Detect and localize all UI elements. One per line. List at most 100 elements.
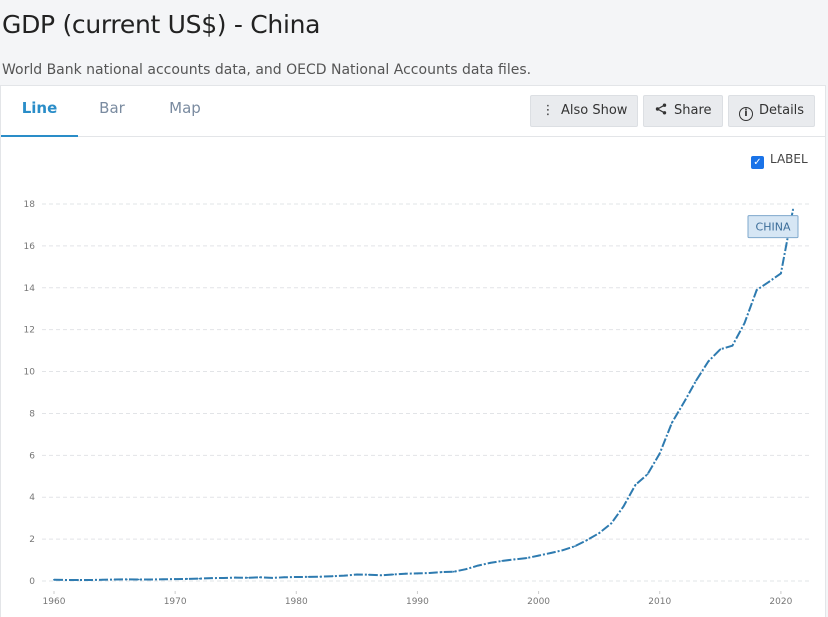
data-point (283, 576, 286, 579)
data-point (537, 554, 540, 557)
x-tick-label: 2000 (527, 597, 550, 607)
data-point (658, 452, 661, 455)
data-point (368, 573, 370, 576)
data-point (137, 578, 140, 581)
data-point (174, 578, 177, 580)
also-show-label: Also Show (561, 103, 628, 118)
data-point (355, 573, 358, 576)
data-point (186, 578, 189, 580)
series-label: CHINA (756, 221, 791, 234)
data-source-note: World Bank national accounts data, and O… (2, 62, 532, 78)
x-tick-label: 1970 (164, 597, 187, 607)
data-point (719, 348, 722, 351)
data-point (477, 564, 479, 567)
data-point (634, 483, 637, 486)
y-tick-label: 16 (24, 242, 36, 252)
data-point (150, 578, 152, 581)
data-point (610, 522, 613, 525)
data-point (731, 344, 734, 347)
label-toggle-text: LABEL (770, 152, 808, 166)
data-point (234, 576, 237, 579)
data-point (513, 558, 516, 561)
y-tick-label: 4 (29, 493, 35, 503)
data-point (319, 575, 322, 578)
x-tick-label: 1990 (406, 597, 429, 607)
data-point (77, 579, 80, 581)
data-point (525, 557, 528, 559)
data-point (89, 579, 92, 581)
data-point (295, 576, 298, 578)
data-point (392, 573, 395, 576)
y-tick-label: 14 (24, 284, 36, 294)
data-point (162, 578, 164, 581)
info-icon: i (739, 107, 753, 121)
data-point (646, 473, 649, 476)
chart-panel: Line Bar Map ⋮ Also Show Share i Details ✓… (0, 85, 826, 617)
tab-bar[interactable]: Bar (99, 99, 125, 117)
series-label-box (747, 215, 799, 239)
data-point (574, 545, 576, 548)
data-point (779, 272, 782, 275)
x-tick-label: 1960 (43, 597, 66, 607)
checkbox-checked-icon[interactable]: ✓ (751, 156, 764, 169)
share-icon (654, 96, 668, 126)
also-show-button[interactable]: ⋮ Also Show (530, 95, 639, 127)
data-point (198, 577, 201, 580)
data-point (416, 572, 419, 575)
data-point (259, 576, 261, 579)
tab-map[interactable]: Map (169, 99, 201, 117)
share-label: Share (674, 103, 712, 118)
details-button[interactable]: i Details (728, 95, 816, 127)
data-point (501, 559, 504, 562)
data-point (598, 532, 601, 535)
tab-line[interactable]: Line (1, 86, 78, 137)
data-point (792, 208, 794, 211)
data-point (561, 549, 564, 552)
chart-type-tabs: Line Bar Map ⋮ Also Show Share i Details (1, 86, 825, 137)
data-point (670, 421, 673, 424)
x-tick-label: 2010 (648, 597, 671, 607)
data-point (428, 572, 431, 574)
y-tick-label: 10 (24, 368, 36, 378)
data-point (380, 574, 382, 577)
data-point (222, 577, 225, 579)
series-line-china (53, 209, 794, 581)
data-point (755, 289, 758, 291)
data-point (707, 360, 710, 363)
data-point (586, 539, 588, 541)
data-point (465, 568, 467, 571)
y-tick-label: 0 (29, 577, 35, 587)
data-point (743, 322, 746, 325)
data-point (489, 562, 492, 564)
data-point (271, 576, 273, 579)
data-point (622, 505, 625, 508)
y-tick-label: 2 (29, 535, 35, 545)
data-point (65, 579, 68, 581)
data-point (343, 574, 346, 577)
data-point (331, 575, 334, 578)
data-point (246, 576, 249, 579)
label-toggle[interactable]: ✓ LABEL (751, 152, 808, 169)
data-point (683, 401, 685, 404)
y-tick-label: 12 (24, 326, 35, 336)
data-point (101, 578, 104, 581)
data-point (307, 575, 310, 578)
data-point (125, 578, 128, 581)
data-point (404, 572, 407, 575)
x-tick-label: 2020 (769, 597, 792, 607)
y-tick-label: 18 (24, 200, 36, 210)
data-point (452, 570, 455, 573)
page-title: GDP (current US$) - China (2, 10, 321, 39)
y-tick-label: 6 (29, 451, 35, 461)
x-tick-label: 1980 (285, 597, 308, 607)
details-label: Details (759, 103, 805, 118)
data-point (695, 379, 697, 382)
data-point (53, 578, 55, 581)
data-point (210, 577, 213, 579)
y-tick-label: 8 (29, 409, 35, 419)
data-point (767, 281, 770, 283)
share-button[interactable]: Share (643, 95, 723, 127)
data-point (549, 552, 552, 554)
vertical-dots-icon: ⋮ (541, 103, 555, 118)
